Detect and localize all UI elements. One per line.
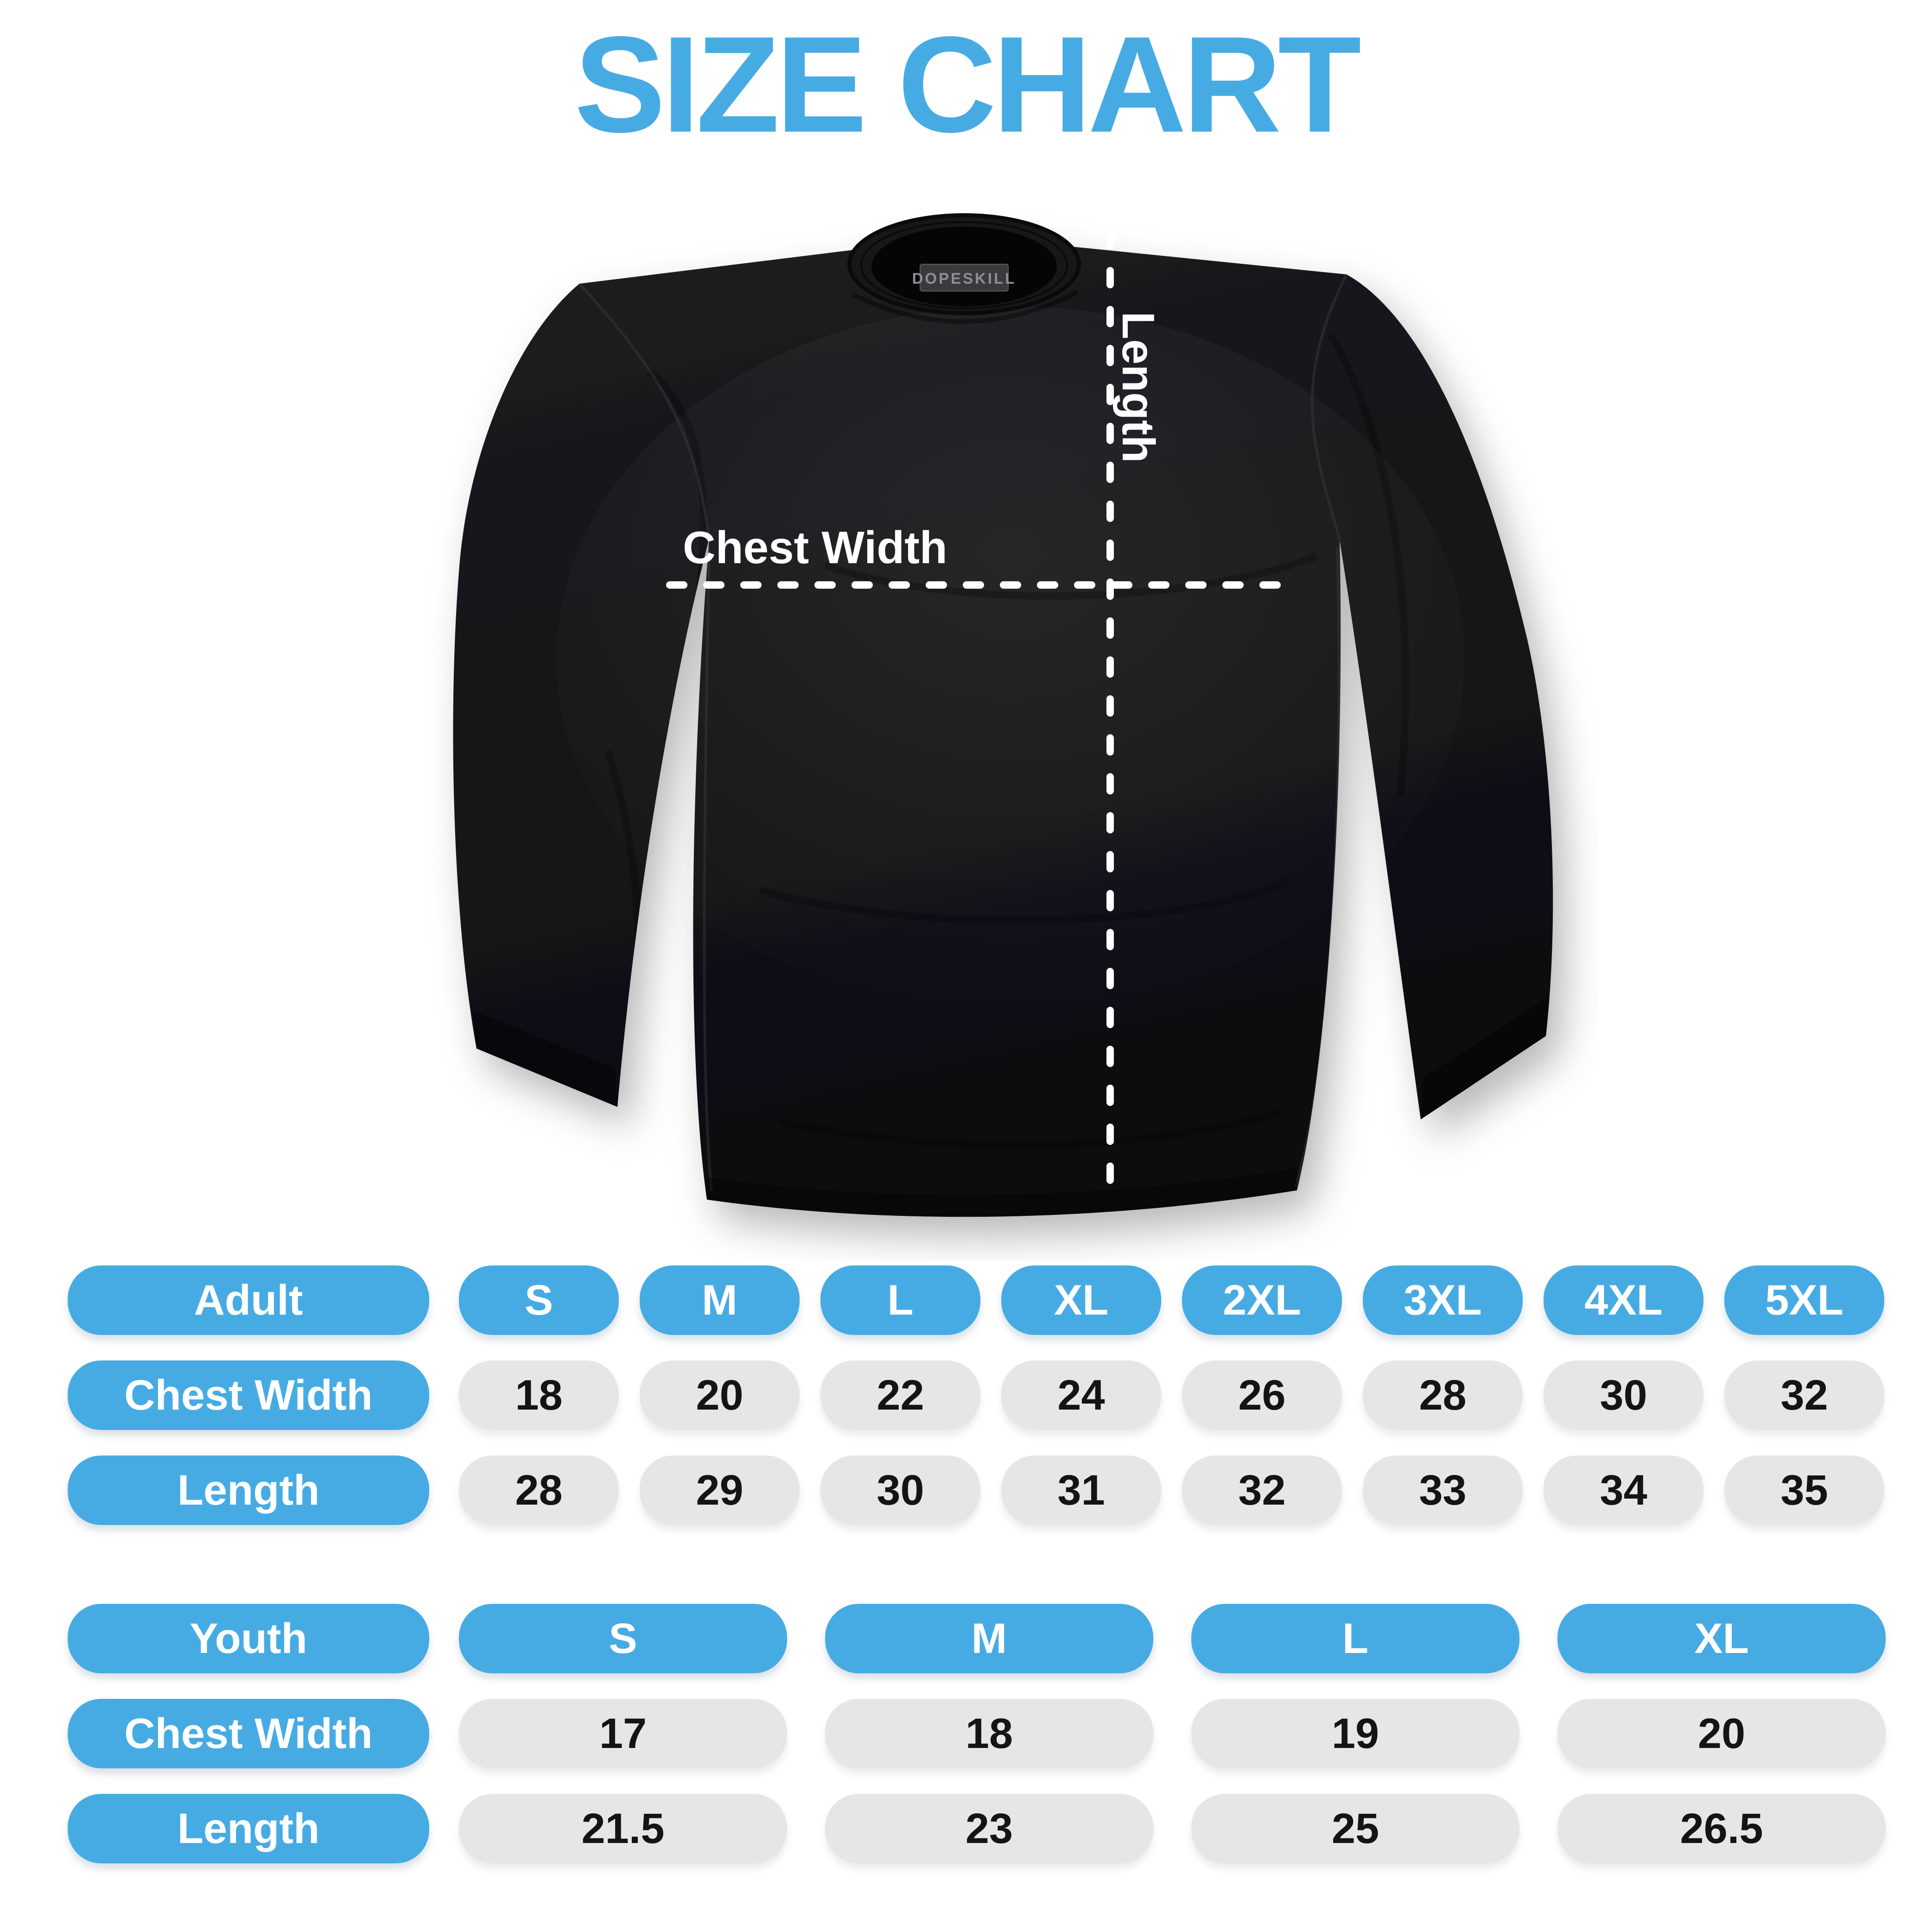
row-label-length: Length bbox=[68, 1455, 429, 1525]
adult-chest-width-value: 22 bbox=[820, 1360, 980, 1430]
youth-size-header: XL bbox=[1557, 1604, 1886, 1673]
youth-length-value: 21.5 bbox=[459, 1794, 787, 1863]
adult-size-header: 5XL bbox=[1724, 1265, 1884, 1335]
adult-size-header: 3XL bbox=[1363, 1265, 1523, 1335]
youth-chest-width-value: 19 bbox=[1191, 1699, 1519, 1768]
page-title: SIZE CHART bbox=[574, 8, 1361, 161]
table-row-adult-chest-width: Chest Width 18 20 22 24 26 28 30 32 bbox=[68, 1360, 1884, 1430]
adult-length-value: 29 bbox=[640, 1455, 800, 1525]
adult-size-header: S bbox=[459, 1265, 619, 1335]
table-row-adult-sizes: Adult S M L XL 2XL 3XL 4XL 5XL bbox=[68, 1265, 1884, 1335]
row-label-youth: Youth bbox=[68, 1604, 429, 1673]
adult-length-value: 28 bbox=[459, 1455, 619, 1525]
adult-length-value: 33 bbox=[1363, 1455, 1523, 1525]
youth-length-value: 26.5 bbox=[1557, 1794, 1886, 1863]
adult-length-value: 35 bbox=[1724, 1455, 1884, 1525]
row-label-chest-width: Chest Width bbox=[68, 1699, 429, 1768]
chest-width-label: Chest Width bbox=[683, 522, 947, 573]
adult-chest-width-value: 28 bbox=[1363, 1360, 1523, 1430]
adult-size-header: L bbox=[820, 1265, 980, 1335]
row-label-adult: Adult bbox=[68, 1265, 429, 1335]
youth-size-header: S bbox=[459, 1604, 787, 1673]
adult-chest-width-value: 26 bbox=[1182, 1360, 1342, 1430]
youth-chest-width-value: 18 bbox=[825, 1699, 1153, 1768]
adult-chest-width-value: 24 bbox=[1001, 1360, 1161, 1430]
adult-chest-width-value: 18 bbox=[459, 1360, 619, 1430]
adult-chest-width-value: 20 bbox=[640, 1360, 800, 1430]
adult-length-value: 30 bbox=[820, 1455, 980, 1525]
right-cuff bbox=[1421, 997, 1549, 1119]
table-row-youth-sizes: Youth S M L XL bbox=[68, 1604, 1886, 1673]
youth-length-value: 25 bbox=[1191, 1794, 1519, 1863]
youth-length-value: 23 bbox=[825, 1794, 1153, 1863]
youth-size-header: M bbox=[825, 1604, 1153, 1673]
row-label-chest-width: Chest Width bbox=[68, 1360, 429, 1430]
adult-size-header: 2XL bbox=[1182, 1265, 1342, 1335]
table-row-youth-chest-width: Chest Width 17 18 19 20 bbox=[68, 1699, 1886, 1768]
collar-tag bbox=[920, 264, 1009, 292]
youth-size-header: L bbox=[1191, 1604, 1519, 1673]
adult-size-header: XL bbox=[1001, 1265, 1161, 1335]
adult-length-value: 32 bbox=[1182, 1455, 1342, 1525]
adult-chest-width-value: 30 bbox=[1544, 1360, 1703, 1430]
collar-tag-label: DOPESKILL bbox=[912, 270, 1017, 287]
shirt-diagram: DOPESKILL Chest Width Length bbox=[453, 213, 1553, 1217]
left-cuff bbox=[473, 1010, 617, 1107]
youth-size-table: Youth S M L XL Chest Width 17 18 19 20 L… bbox=[68, 1604, 1886, 1889]
table-row-youth-length: Length 21.5 23 25 26.5 bbox=[68, 1794, 1886, 1863]
youth-chest-width-value: 17 bbox=[459, 1699, 787, 1768]
adult-size-header: M bbox=[640, 1265, 800, 1335]
length-label: Length bbox=[1113, 311, 1164, 463]
measurement-guides: Chest Width Length bbox=[666, 228, 1299, 1200]
adult-length-value: 31 bbox=[1001, 1455, 1161, 1525]
youth-chest-width-value: 20 bbox=[1557, 1699, 1886, 1768]
adult-size-table: Adult S M L XL 2XL 3XL 4XL 5XL Chest Wid… bbox=[68, 1265, 1884, 1551]
adult-length-value: 34 bbox=[1544, 1455, 1703, 1525]
row-label-length: Length bbox=[68, 1794, 429, 1863]
table-row-adult-length: Length 28 29 30 31 32 33 34 35 bbox=[68, 1455, 1884, 1525]
shirt-collar: DOPESKILL bbox=[847, 213, 1081, 324]
adult-size-header: 4XL bbox=[1544, 1265, 1703, 1335]
adult-chest-width-value: 32 bbox=[1724, 1360, 1884, 1430]
